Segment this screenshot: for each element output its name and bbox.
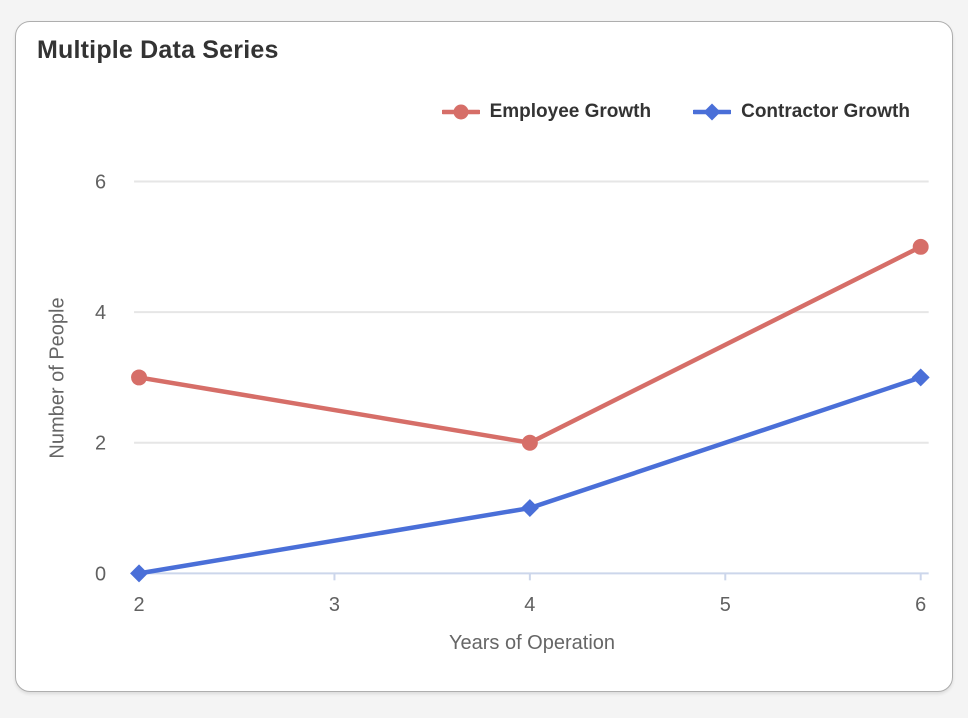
legend-label-contractor-growth: Contractor Growth xyxy=(741,101,910,122)
point-contractor-growth-2[interactable] xyxy=(911,368,930,387)
point-contractor-growth-1[interactable] xyxy=(520,499,539,518)
y-tick-label-4: 4 xyxy=(95,302,106,324)
chart-title: Multiple Data Series xyxy=(37,36,279,64)
x-tick-label-6: 6 xyxy=(915,594,926,616)
x-tick-label-5: 5 xyxy=(720,594,731,616)
series-line-employee-growth xyxy=(136,244,923,445)
y-axis-title: Number of People xyxy=(46,297,69,459)
y-tick-label-0: 0 xyxy=(95,563,106,585)
y-tick-label-6: 6 xyxy=(95,172,106,194)
chart-card: 2 3 4 5 6 0 2 4 6 Multiple Data Series Employee … xyxy=(15,21,953,692)
x-tick-label-4: 4 xyxy=(524,594,535,616)
legend-label-employee-growth: Employee Growth xyxy=(489,101,652,122)
point-employee-growth-1[interactable] xyxy=(521,434,538,451)
series-line-contractor-growth xyxy=(136,375,923,576)
y-tick-label-2: 2 xyxy=(95,433,106,455)
x-axis-title: Years of Operation xyxy=(448,632,616,654)
plot-area: 2 3 4 5 6 0 2 4 6 xyxy=(95,172,930,616)
legend-marker-circle-icon xyxy=(441,104,480,120)
legend-item-contractor-growth[interactable]: Contractor Growth xyxy=(693,101,910,123)
legend-circle-employee-growth xyxy=(453,104,469,120)
x-tick-label-2: 2 xyxy=(133,594,144,616)
legend-diamond-contractor-growth xyxy=(703,103,721,121)
legend-item-employee-growth[interactable]: Employee Growth xyxy=(441,101,652,123)
legend: Employee Growth Contractor Growth xyxy=(441,101,910,123)
point-employee-growth-0[interactable] xyxy=(131,369,148,386)
legend-marker-diamond-icon xyxy=(693,103,732,121)
x-tick-label-3: 3 xyxy=(329,594,340,616)
point-employee-growth-2[interactable] xyxy=(912,238,929,255)
point-contractor-growth-0[interactable] xyxy=(130,564,149,583)
